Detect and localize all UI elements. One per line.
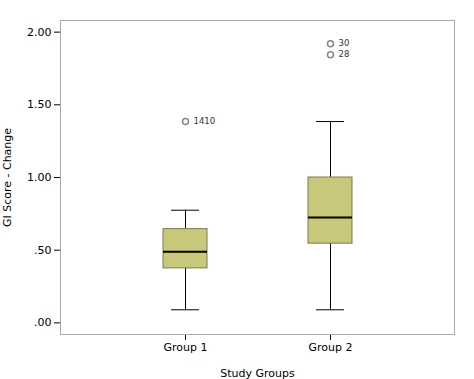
svg-text:1410: 1410: [194, 116, 216, 126]
svg-text:28: 28: [339, 49, 350, 59]
svg-text:Study Groups: Study Groups: [220, 367, 295, 379]
svg-text:1.50: 1.50: [27, 98, 52, 111]
svg-text:30: 30: [339, 38, 350, 48]
svg-text:1.00: 1.00: [27, 171, 52, 184]
svg-text:GI Score - Change: GI Score - Change: [1, 128, 14, 227]
svg-text:Group 1: Group 1: [164, 341, 208, 354]
svg-text:.00: .00: [34, 316, 52, 329]
svg-text:2.00: 2.00: [27, 26, 52, 39]
svg-text:Group 2: Group 2: [309, 341, 353, 354]
svg-text:.50: .50: [34, 244, 52, 257]
